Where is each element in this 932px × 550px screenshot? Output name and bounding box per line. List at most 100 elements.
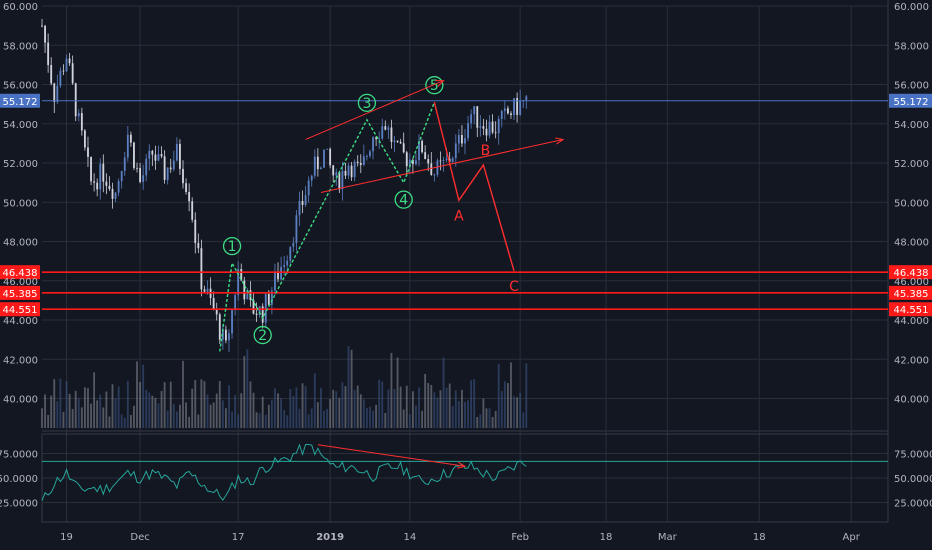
lower-channel-arrow-arrowhead (555, 137, 565, 145)
candle-body (372, 137, 374, 152)
candle-body (387, 127, 390, 130)
candle-body (307, 180, 310, 196)
volume-bar (280, 398, 283, 428)
wave-label-1: 1 (228, 239, 237, 255)
candle-body (160, 154, 163, 157)
candle-body (96, 182, 99, 190)
volume-bar (44, 394, 46, 428)
candle-body (197, 242, 200, 249)
volume-bar (133, 405, 135, 428)
level-tag-left (0, 302, 40, 317)
volume-bar (461, 389, 463, 428)
level-tag-right-text: 44.551 (894, 305, 929, 316)
candle-body (264, 293, 267, 323)
volume-bar (365, 407, 368, 428)
wave-label-circle (222, 236, 242, 256)
volume-bar (154, 397, 157, 428)
candle-body (111, 189, 114, 199)
volume-bar (372, 410, 374, 428)
candle-body (326, 148, 328, 150)
level-tag-right (889, 285, 932, 300)
volume-bar (485, 408, 488, 428)
candle-body (451, 158, 454, 162)
volume-bar (194, 380, 197, 428)
candle-body (347, 165, 350, 176)
volume-bar (215, 393, 218, 428)
volume-bar (454, 390, 457, 428)
candle-body (203, 289, 206, 292)
volume-bar (83, 387, 86, 428)
volume-bar (93, 372, 96, 428)
price-tick-label-right: 54.000 (894, 120, 929, 131)
volume-bar (467, 400, 469, 428)
volume-bar (427, 383, 430, 428)
price-tick-label-left: 56.000 (3, 81, 38, 92)
volume-bar (274, 388, 276, 428)
volume-bar (525, 363, 528, 428)
volume-bar (283, 409, 286, 428)
candle-body (513, 98, 515, 116)
volume-bar (129, 414, 132, 428)
volume-bar (71, 409, 74, 428)
volume-bar (384, 413, 387, 428)
candle-body (378, 138, 381, 140)
volume-bar (494, 410, 497, 428)
candle-body (258, 306, 261, 315)
volume-bar (197, 414, 200, 428)
volume-bar (188, 416, 191, 428)
volume-bar (347, 346, 350, 428)
candle-body (50, 65, 53, 84)
candle-body (500, 111, 503, 119)
volume-bar (353, 389, 356, 428)
volume-bar (381, 381, 384, 428)
volume-bar (491, 416, 494, 428)
rsi-line (41, 443, 527, 501)
candle-body (310, 175, 313, 181)
candle-body (316, 156, 319, 170)
candle-body (206, 288, 209, 292)
candle-body (313, 156, 316, 176)
rsi-tick-label-left: 25.0000 (0, 498, 38, 509)
time-tick-label: Apr (843, 532, 861, 543)
candle-body (335, 172, 338, 176)
candle-body (439, 160, 442, 162)
volume-bar (96, 400, 99, 428)
candle-body (117, 181, 120, 193)
price-tick-label-left: 44.000 (3, 316, 38, 327)
volume-bar (488, 408, 491, 428)
volume-bar (482, 398, 485, 428)
candle-body (332, 165, 335, 176)
price-tick-label-left: 52.000 (3, 159, 38, 170)
volume-bar (77, 398, 80, 428)
candle-body (179, 143, 181, 169)
volume-bar (50, 395, 53, 428)
volume-bar (356, 385, 359, 428)
volume-bar (307, 414, 310, 428)
candle-body (445, 158, 448, 161)
candle-body (56, 85, 59, 102)
volume-bar (53, 379, 56, 428)
price-tick-label-right: 52.000 (894, 159, 929, 170)
volume-bar (62, 411, 65, 428)
volume-bar (264, 414, 267, 428)
candle-body (142, 175, 145, 182)
candle-body (237, 268, 240, 296)
volume-bar (56, 401, 59, 428)
rsi-tick-label-right: 75.0000 (894, 450, 932, 461)
price-tick-label-left: 54.000 (3, 120, 38, 131)
volume-bar (433, 392, 436, 428)
candle-body (157, 154, 160, 161)
candle-body (525, 96, 528, 101)
candle-body (277, 271, 279, 280)
volume-bar (470, 380, 473, 428)
volume-bar (344, 386, 347, 428)
candle-body (59, 70, 62, 86)
volume-bar (126, 380, 129, 428)
candle-body (74, 83, 77, 117)
candle-body (510, 113, 512, 116)
volume-bar (191, 388, 194, 428)
candle-body (212, 297, 215, 309)
volume-bar (212, 402, 215, 428)
